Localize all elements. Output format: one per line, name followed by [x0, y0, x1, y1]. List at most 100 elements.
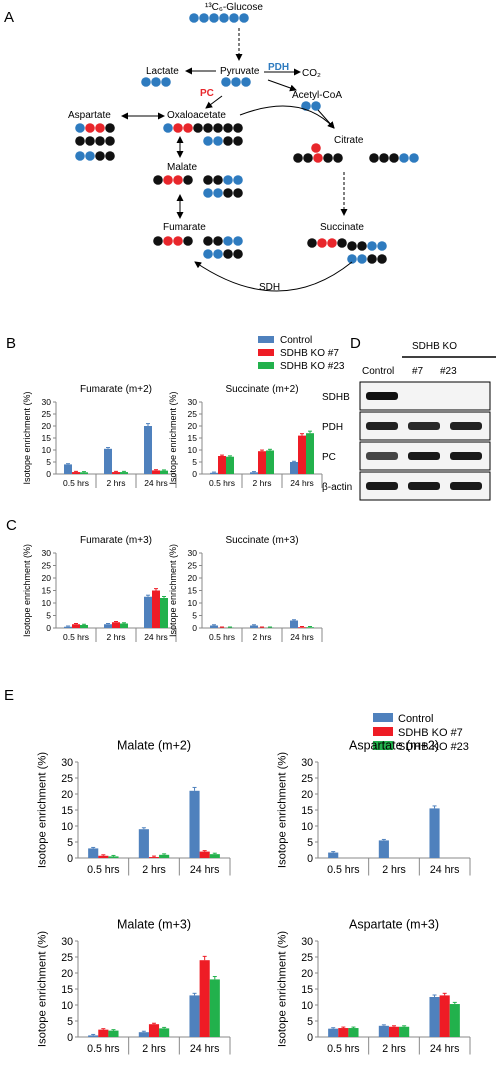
acetyl-coa-label: Acetyl-CoA	[292, 90, 342, 101]
y-axis-label: Isotope enrichment (%)	[37, 752, 49, 869]
citrate-2-carbon-5	[409, 153, 419, 163]
malate-3-carbon-2	[213, 188, 223, 198]
y-tick-label: 15	[61, 984, 73, 996]
pyruvate-label: Pyruvate	[220, 66, 260, 77]
succinate-1-carbon-1	[307, 238, 317, 248]
citrate-2-carbon-4	[399, 153, 409, 163]
bar-control-2	[378, 840, 389, 858]
bar-control-2	[138, 1032, 149, 1037]
bar-sdhb-ko-7-3	[199, 960, 210, 1037]
bar-sdhb-ko-23-3	[449, 1004, 460, 1037]
y-tick-label: 0	[307, 1032, 313, 1044]
citrate-1-carbon-4	[323, 153, 333, 163]
chart-title: Aspartate (m+2)	[349, 739, 439, 753]
y-tick-label: 25	[301, 952, 313, 964]
x-tick-label: 24 hrs	[190, 864, 220, 876]
bar-sdhb-ko-7-2	[112, 472, 120, 474]
bar-sdhb-ko-23-3	[306, 627, 314, 628]
lactate-label: Lactate	[146, 66, 179, 77]
bar-control-1	[88, 1035, 99, 1037]
lactate-carbon-3	[161, 77, 171, 87]
succinate-2-carbon-4	[377, 241, 387, 251]
y-axis-label: Isotope enrichment (%)	[22, 391, 32, 484]
pdh-arrow	[267, 79, 297, 92]
bar-sdhb-ko-7-2	[148, 857, 160, 858]
bar-control-1	[64, 464, 72, 474]
bar-sdhb-ko-23-2	[266, 450, 274, 474]
oxaloacetate-2-carbon-3	[223, 123, 233, 133]
sdh-arrow	[194, 261, 353, 292]
bar-control-3	[144, 426, 152, 474]
western-band	[366, 452, 398, 460]
y-tick-label: 25	[42, 409, 52, 419]
western-band	[408, 452, 440, 460]
y-tick-label: 10	[42, 598, 52, 608]
fumarate-3-carbon-2	[213, 249, 223, 259]
malate-2-carbon-2	[213, 175, 223, 185]
oxaloacetate-1-carbon-1	[163, 123, 173, 133]
chart-4: Succinate (m+3) Isotope enrichment (%) 0 5 1…	[168, 535, 323, 642]
pc-label: PC	[200, 88, 214, 99]
y-axis-label: Isotope enrichment (%)	[168, 544, 178, 637]
bar-sdhb-ko-23-2	[399, 1026, 410, 1037]
y-tick-label: 15	[61, 805, 73, 817]
western-band	[450, 422, 482, 430]
legend-e-label-ko7: SDHB KO #7	[398, 727, 463, 739]
y-tick-label: 0	[307, 853, 313, 865]
fumarate-2-carbon-4	[233, 236, 243, 246]
citrate-2-carbon-2	[379, 153, 389, 163]
bar-sdhb-ko-23-1	[108, 856, 119, 858]
citrate-1-carbon-1	[293, 153, 303, 163]
x-tick-label: 24 hrs	[290, 478, 314, 488]
bar-sdhb-ko-23-2	[159, 1028, 170, 1037]
fumarate-3-carbon-1	[203, 249, 213, 259]
western-row-label: β-actin	[322, 482, 352, 493]
y-tick-label: 5	[46, 611, 51, 621]
succinate-3-carbon-1	[347, 254, 357, 264]
x-tick-label: 2 hrs	[382, 864, 406, 876]
y-tick-label: 15	[301, 984, 313, 996]
citrate-label: Citrate	[334, 135, 364, 146]
bar-sdhb-ko-23-3	[209, 979, 220, 1037]
malate-2-carbon-1	[203, 175, 213, 185]
aspartate-1-carbon-1	[75, 123, 85, 133]
glucose-carbon-6	[239, 13, 249, 23]
bar-sdhb-ko-7-3	[199, 851, 210, 858]
citrate-1-carbon-3	[313, 153, 323, 163]
panel-label-a: A	[4, 9, 14, 26]
western-band	[366, 422, 398, 430]
y-tick-label: 0	[67, 853, 73, 865]
succinate-label: Succinate	[320, 222, 364, 233]
y-tick-label: 10	[188, 598, 198, 608]
citrate-1-carbon-2	[303, 153, 313, 163]
legend-e-label-control: Control	[398, 713, 433, 725]
citrate-1-carbon-branch	[311, 143, 321, 153]
y-axis-label: Isotope enrichment (%)	[277, 931, 289, 1048]
bar-sdhb-ko-7-3	[152, 470, 160, 474]
bar-sdhb-ko-23-3	[160, 470, 168, 474]
aspartate-2-carbon-1	[75, 136, 85, 146]
aspartate-label: Aspartate	[68, 110, 111, 121]
malate-3-carbon-4	[233, 188, 243, 198]
y-tick-label: 5	[67, 1016, 73, 1028]
bar-sdhb-ko-7-2	[258, 451, 266, 474]
panel-label-c: C	[6, 517, 17, 534]
glucose-carbon-1	[189, 13, 199, 23]
western-group-label: SDHB KO	[412, 341, 457, 352]
y-tick-label: 25	[301, 773, 313, 785]
succinate-3-carbon-2	[357, 254, 367, 264]
succinate-3-carbon-3	[367, 254, 377, 264]
western-band	[366, 392, 398, 400]
chart-title: Aspartate (m+3)	[349, 918, 439, 932]
bar-control-1	[328, 852, 339, 858]
y-tick-label: 25	[188, 561, 198, 571]
legend-e-swatch-ko7	[373, 727, 393, 736]
x-tick-label: 24 hrs	[190, 1043, 220, 1055]
y-tick-label: 30	[188, 548, 198, 558]
y-tick-label: 30	[188, 397, 198, 407]
malate-1-carbon-2	[163, 175, 173, 185]
fumarate-3-carbon-3	[223, 249, 233, 259]
x-tick-label: 24 hrs	[144, 478, 168, 488]
panel-label-e: E	[4, 687, 14, 704]
bar-control-3	[290, 620, 298, 628]
